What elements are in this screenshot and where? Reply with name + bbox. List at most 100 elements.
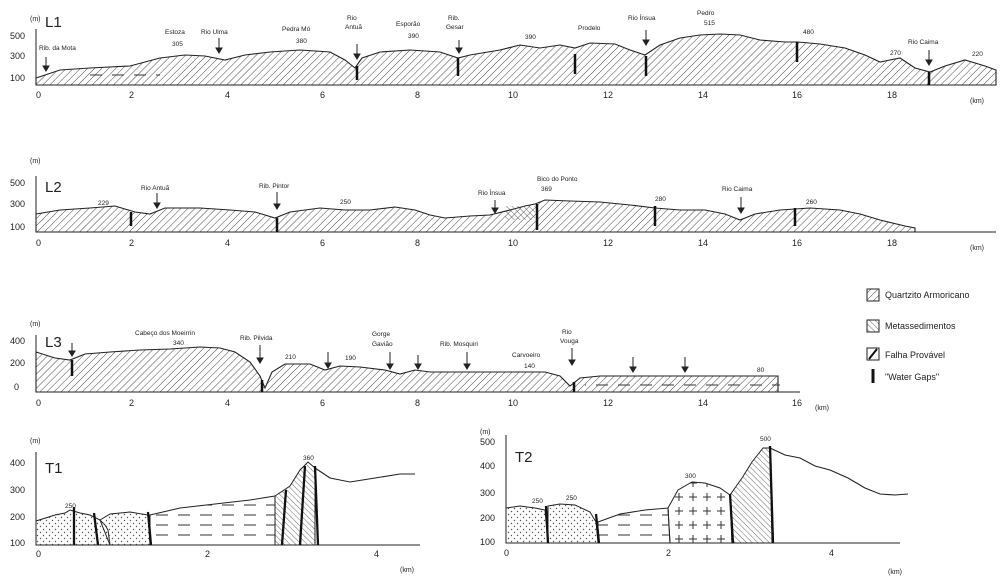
l1-label-estoza-value: 305 bbox=[172, 41, 183, 48]
profile-l1: (m) L1 500 300 100 Rib. da Mota Estoza bbox=[10, 10, 997, 105]
l3-label-rio-vouga-2: Vouga bbox=[560, 338, 579, 345]
t2-unit-hatched bbox=[729, 447, 773, 544]
l3-label-rib-pilvida: Rib. Pilvida bbox=[240, 335, 273, 342]
l2-label-rio-insua: Rio Ínsua bbox=[478, 188, 506, 197]
l2-labels: 229 Rio Antuã Rib. Pintor 250 Rio Ínsua … bbox=[98, 176, 817, 207]
t1-faults bbox=[72, 465, 320, 546]
l3-label-210: 210 bbox=[285, 354, 296, 361]
t2-profile-name: T2 bbox=[515, 449, 533, 466]
l1-label-390: 390 bbox=[525, 34, 536, 41]
l1-label-esporao-value: 390 bbox=[408, 33, 419, 40]
t2-x-unit: (km) bbox=[888, 569, 902, 576]
l3-label-cabeco-value: 340 bbox=[173, 340, 184, 347]
l1-label-rio-ulma: Rio Ulma bbox=[201, 29, 228, 36]
l1-label-estoza: Estoza bbox=[165, 29, 185, 36]
l1-terrain bbox=[35, 33, 997, 86]
l1-x-tick-14: 14 bbox=[698, 90, 708, 100]
l2-x-tick-0: 0 bbox=[36, 238, 41, 248]
t2-label-250a: 250 bbox=[532, 498, 543, 505]
l1-label-pedra-mo-value: 380 bbox=[296, 38, 307, 45]
l1-x-ticks: 0 2 4 6 8 10 12 14 16 18 (km) bbox=[36, 90, 984, 105]
l2-x-tick-16: 16 bbox=[792, 238, 802, 248]
t2-label-250b: 250 bbox=[566, 495, 577, 502]
t2-x-tick-4: 4 bbox=[829, 548, 834, 558]
legend-metassedimentos-label: Metassedimentos bbox=[885, 321, 956, 331]
l2-label-bico-do-ponto: Bico do Ponto bbox=[537, 176, 578, 183]
l2-label-260: 260 bbox=[806, 199, 817, 206]
t2-unit-dots-left bbox=[505, 505, 549, 544]
l2-y-tick-300: 300 bbox=[10, 199, 25, 209]
t1-unit-dots-mid bbox=[99, 511, 151, 546]
t2-label-300: 300 bbox=[685, 473, 696, 480]
l2-x-tick-6: 6 bbox=[320, 238, 325, 248]
l3-lens bbox=[585, 378, 780, 390]
profile-t1: (m) T1 400 300 200 100 250 360 0 2 4 (km… bbox=[10, 438, 420, 574]
l1-x-tick-4: 4 bbox=[225, 90, 230, 100]
l1-arrows bbox=[42, 30, 933, 72]
l3-label-carvoeiro-value: 140 bbox=[524, 363, 535, 370]
l3-profile-name: L3 bbox=[45, 334, 62, 351]
t1-y-tick-200: 200 bbox=[10, 512, 25, 522]
l3-label-cabeco: Cabeço dos Moeirrin bbox=[135, 330, 195, 337]
l3-y-tick-200: 200 bbox=[10, 358, 25, 368]
l1-label-rio-insua: Rio Ínsua bbox=[628, 13, 656, 22]
l3-x-tick-0: 0 bbox=[36, 398, 41, 408]
legend-falha-mark bbox=[868, 348, 878, 360]
legend-water-gaps-label: "Water Gaps" bbox=[885, 372, 939, 382]
l1-x-tick-18: 18 bbox=[887, 90, 897, 100]
l3-label-80: 80 bbox=[757, 367, 765, 374]
l2-x-tick-10: 10 bbox=[508, 238, 518, 248]
l2-arrows bbox=[153, 192, 745, 214]
l2-x-ticks: 0 2 4 6 8 10 12 14 16 18 (km) bbox=[36, 238, 984, 252]
t1-profile-name: T1 bbox=[45, 460, 63, 477]
l2-x-tick-2: 2 bbox=[129, 238, 134, 248]
l2-x-tick-8: 8 bbox=[415, 238, 420, 248]
l1-profile-name: L1 bbox=[45, 14, 62, 31]
l2-profile-name: L2 bbox=[45, 179, 62, 196]
l2-x-unit: (km) bbox=[970, 245, 984, 252]
t1-y-unit: (m) bbox=[30, 438, 41, 445]
l1-label-rib-gesar-2: Gesar bbox=[446, 24, 465, 31]
t1-y-tick-100: 100 bbox=[10, 538, 25, 548]
t2-x-tick-2: 2 bbox=[666, 548, 671, 558]
l3-x-tick-14: 14 bbox=[698, 398, 708, 408]
l1-label-480: 480 bbox=[803, 29, 814, 36]
l3-label-190: 190 bbox=[345, 355, 356, 362]
t2-y-tick-200: 200 bbox=[480, 513, 495, 523]
l1-label-rib-mota: Rib. da Mota bbox=[39, 45, 76, 52]
l1-x-tick-12: 12 bbox=[603, 90, 613, 100]
legend-quartzito-swatch bbox=[866, 288, 880, 302]
legend-metassedimentos-swatch bbox=[866, 319, 880, 333]
l1-x-tick-8: 8 bbox=[415, 90, 420, 100]
l3-y-tick-400: 400 bbox=[10, 336, 25, 346]
l3-x-tick-12: 12 bbox=[603, 398, 613, 408]
t2-y-tick-100: 100 bbox=[480, 537, 495, 547]
l1-y-tick-500: 500 bbox=[10, 31, 25, 41]
t1-x-tick-4: 4 bbox=[374, 549, 379, 559]
l3-label-rib-mosquiri: Rib. Mosquiri bbox=[440, 341, 478, 348]
t2-unit-dashed bbox=[597, 507, 671, 544]
l2-x-tick-12: 12 bbox=[603, 238, 613, 248]
t2-x-tick-0: 0 bbox=[504, 548, 509, 558]
t2-y-tick-400: 400 bbox=[480, 461, 495, 471]
profile-t2: (m) T2 500 400 300 200 100 250 250 300 5… bbox=[480, 429, 909, 576]
t2-surface-line bbox=[769, 447, 909, 496]
legend: Quartzito Armoricano Metassedimentos Fal… bbox=[866, 288, 970, 383]
l1-label-pedro-value: 515 bbox=[704, 20, 715, 27]
l3-x-tick-8: 8 bbox=[415, 398, 420, 408]
l1-label-esporao: Esporão bbox=[396, 21, 421, 28]
l3-y-tick-0: 0 bbox=[14, 382, 19, 392]
t2-unit-dots-mid bbox=[547, 503, 599, 544]
l2-label-rib-pintor: Rib. Pintor bbox=[259, 183, 290, 190]
l1-x-tick-16: 16 bbox=[792, 90, 802, 100]
l1-label-prodelo: Prodelo bbox=[578, 25, 601, 32]
l2-label-rio-caima: Rio Caima bbox=[722, 186, 753, 193]
l2-label-229: 229 bbox=[98, 200, 109, 207]
l1-x-tick-2: 2 bbox=[129, 90, 134, 100]
l1-label-pedra-mo: Pedra Mó bbox=[282, 26, 311, 33]
t1-y-tick-400: 400 bbox=[10, 458, 25, 468]
t2-y-tick-500: 500 bbox=[480, 437, 495, 447]
l1-water-gaps bbox=[355, 42, 931, 85]
legend-quartzito-label: Quartzito Armoricano bbox=[885, 290, 970, 300]
l2-terrain bbox=[35, 199, 916, 233]
